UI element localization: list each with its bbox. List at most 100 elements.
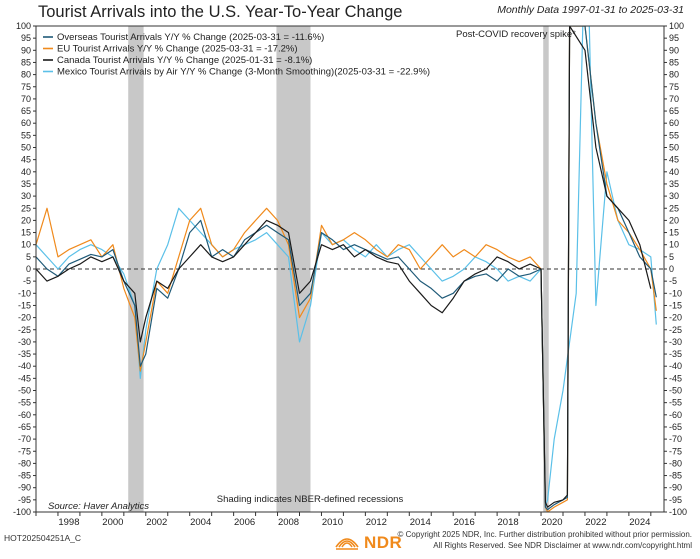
y-tick-label-right: -15 [669,300,682,310]
y-tick-label-right: 90 [669,45,679,55]
y-tick-label-right: -20 [669,313,682,323]
y-tick-label-right: -65 [669,422,682,432]
y-tick-label-right: 30 [669,191,679,201]
y-tick-label-left: -75 [18,446,31,456]
x-tick-label: 2000 [102,517,123,528]
x-tick-label: 2010 [322,517,343,528]
y-tick-label-left: -30 [18,337,31,347]
series-line [36,26,652,508]
y-tick-label-left: 65 [21,106,31,116]
y-tick-label-left: -100 [13,507,31,517]
x-tick-label: 2004 [190,517,211,528]
y-tick-label-right: 85 [669,57,679,67]
legend-label: EU Tourist Arrivals Y/Y % Change (2025-0… [57,44,298,55]
y-tick-label-right: -85 [669,471,682,481]
x-tick-label: 2008 [278,517,299,528]
y-tick-label-left: 20 [21,215,31,225]
y-tick-label-right: 100 [669,21,684,31]
y-tick-label-left: 40 [21,167,31,177]
y-tick-label-right: 80 [669,70,679,80]
y-tick-label-right: 40 [669,167,679,177]
y-tick-label-right: -40 [669,361,682,371]
y-tick-label-left: -70 [18,434,31,444]
y-tick-label-right: 0 [669,264,674,274]
y-tick-label-right: -25 [669,325,682,335]
y-tick-label-right: -30 [669,337,682,347]
y-tick-label-left: -80 [18,458,31,468]
x-tick-label: 2016 [454,517,475,528]
y-tick-label-left: 75 [21,82,31,92]
y-tick-label-right: 10 [669,240,679,250]
chart-title: Tourist Arrivals into the U.S. Year-To-Y… [38,3,403,21]
y-tick-label-left: 0 [26,264,31,274]
ndr-logo: NDR [334,533,402,553]
date-range-label: Monthly Data 1997-01-31 to 2025-03-31 [497,4,684,16]
y-tick-label-left: -95 [18,495,31,505]
y-tick-label-right: -55 [669,398,682,408]
y-tick-label-left: 90 [21,45,31,55]
y-tick-label-left: 10 [21,240,31,250]
copyright-line-2: All Rights Reserved. See NDR Disclaimer … [433,541,692,550]
x-tick-label: 2020 [541,517,562,528]
y-tick-label-right: -95 [669,495,682,505]
ndr-logo-text: NDR [364,533,403,552]
y-tick-label-left: 85 [21,57,31,67]
x-tick-label: 2002 [146,517,167,528]
annotation-recession-note: Shading indicates NBER-defined recession… [217,494,404,505]
y-tick-label-left: 45 [21,155,31,165]
y-tick-label-left: -90 [18,483,31,493]
x-tick-label: 2022 [585,517,606,528]
y-tick-label-left: -55 [18,398,31,408]
y-tick-label-right: 50 [669,143,679,153]
copyright-line-1: © Copyright 2025 NDR, Inc. Further distr… [397,530,692,539]
y-tick-label-left: -35 [18,349,31,359]
y-tick-label-right: -80 [669,458,682,468]
y-tick-label-right: -45 [669,373,682,383]
y-tick-label-left: 55 [21,130,31,140]
y-tick-label-left: 95 [21,33,31,43]
y-tick-label-left: -65 [18,422,31,432]
y-tick-label-left: 80 [21,70,31,80]
y-tick-label-left: 60 [21,118,31,128]
y-tick-label-left: -20 [18,313,31,323]
y-tick-label-right: -60 [669,410,682,420]
y-tick-label-left: -50 [18,386,31,396]
y-tick-label-left: 50 [21,143,31,153]
y-tick-label-left: 35 [21,179,31,189]
recession-band [543,26,549,512]
y-tick-label-right: 95 [669,33,679,43]
series-line [36,26,657,512]
y-tick-label-left: 15 [21,228,31,238]
x-tick-label: 1998 [58,517,79,528]
y-tick-label-left: -40 [18,361,31,371]
y-tick-label-right: 70 [669,94,679,104]
y-tick-label-left: -10 [18,288,31,298]
copyright-notice: © Copyright 2025 NDR, Inc. Further distr… [398,529,692,551]
y-tick-label-left: -15 [18,300,31,310]
y-tick-label-left: 30 [21,191,31,201]
y-tick-label-right: -50 [669,386,682,396]
chart-code: HOT202504251A_C [4,533,82,543]
y-tick-label-right: 45 [669,155,679,165]
y-tick-label-right: 25 [669,203,679,213]
y-tick-label-left: 5 [26,252,31,262]
y-tick-label-left: -60 [18,410,31,420]
legend-label: Canada Tourist Arrivals Y/Y % Change (20… [57,55,312,66]
ndr-logo-icon [335,538,359,550]
y-tick-label-right: 5 [669,252,674,262]
y-tick-label-right: -100 [669,507,687,517]
y-tick-label-right: 35 [669,179,679,189]
y-tick-label-right: -5 [669,276,677,286]
y-tick-label-right: 15 [669,228,679,238]
y-tick-label-left: 70 [21,94,31,104]
y-tick-label-left: -25 [18,325,31,335]
y-tick-label-right: 75 [669,82,679,92]
legend-label: Mexico Tourist Arrivals by Air Y/Y % Cha… [57,67,430,78]
y-tick-label-left: -45 [18,373,31,383]
y-tick-label-left: 100 [16,21,31,31]
x-tick-label: 2014 [410,517,431,528]
y-tick-label-left: -85 [18,471,31,481]
annotation-recovery-spike: Post-COVID recovery spike* [456,29,576,40]
legend-label: Overseas Tourist Arrivals Y/Y % Change (… [57,32,324,43]
